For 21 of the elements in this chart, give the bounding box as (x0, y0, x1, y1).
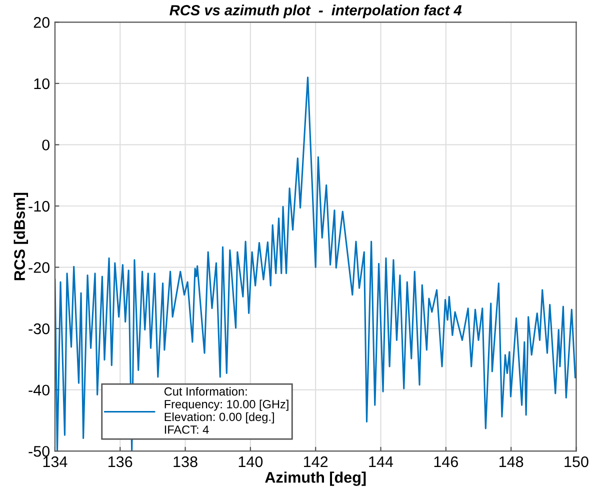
x-tick-label: 150 (564, 456, 588, 468)
y-tick-label: -30 (28, 323, 50, 334)
x-tick-label: 140 (238, 456, 263, 468)
y-tick-label: -40 (28, 384, 50, 396)
x-axis-title: Azimuth [deg] (265, 472, 366, 486)
legend-label: Cut Information: Frequency: 10.00 [GHz] Elevation: 0.00 [deg.] IFACT: 4 (164, 386, 288, 434)
y-axis-title: RCS [dBsm] (14, 192, 28, 280)
x-tick-label: 144 (369, 456, 394, 468)
y-tick-label: 0 (42, 140, 50, 150)
y-tick-label: 20 (34, 17, 50, 28)
x-tick-label: 142 (304, 456, 328, 468)
x-tick-label: 138 (174, 456, 198, 468)
x-tick-label: 148 (499, 456, 524, 468)
y-tick-label: -50 (28, 446, 50, 457)
y-tick-label: -20 (28, 262, 50, 273)
y-tick-label: 10 (34, 78, 50, 90)
y-tick-label: -10 (28, 200, 50, 212)
x-tick-label: 146 (434, 456, 458, 468)
chart-title: RCS vs azimuth plot - interpolation fact 4 (170, 4, 462, 18)
x-tick-label: 134 (43, 456, 68, 468)
x-tick-label: 136 (108, 456, 132, 468)
